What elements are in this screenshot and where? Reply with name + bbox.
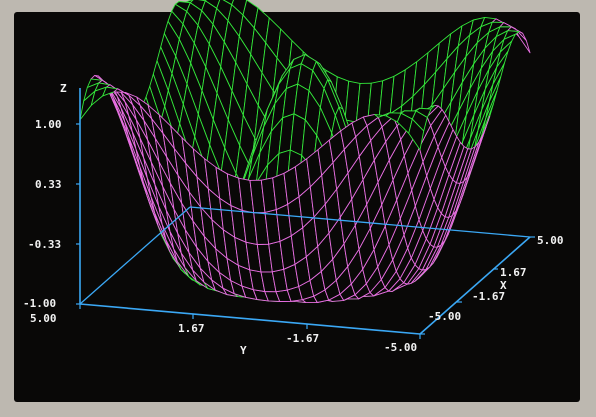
z-tick-label-4: -1.00 [23, 297, 56, 310]
z-tick-label-3: -0.33 [28, 238, 61, 251]
x-axis-line [419, 236, 531, 335]
axis-labels: Z 1.00 0.33 -0.33 -1.00 5.00 1.67 -1.67 … [23, 82, 564, 357]
z-axis-label: Z [60, 82, 67, 95]
y-tick-label-1: 5.00 [30, 312, 57, 325]
y-tick-label-3: -1.67 [286, 332, 319, 345]
z-tick-label-1: 1.00 [35, 118, 62, 131]
x-tick-label-4: 5.00 [537, 234, 564, 247]
y-tick-label-4: -5.00 [384, 341, 417, 354]
x-tick-label-3: 1.67 [500, 266, 527, 279]
axes [76, 88, 535, 339]
x-tick-label-2: -1.67 [472, 290, 505, 303]
base-back-line [79, 206, 191, 305]
z-tick-label-2: 0.33 [35, 178, 62, 191]
y-axis-line [79, 303, 421, 335]
base-right-line [189, 206, 531, 238]
x-tick-label-1: -5.00 [428, 310, 461, 323]
surface-cell-899 [408, 118, 425, 151]
y-axis-label: Y [240, 344, 247, 357]
x-axis-label: X [500, 279, 507, 292]
wireframe-surface [79, 0, 531, 304]
y-tick-label-2: 1.67 [178, 322, 205, 335]
